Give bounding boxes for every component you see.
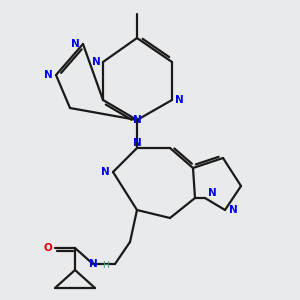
Text: N: N bbox=[92, 57, 100, 67]
Text: N: N bbox=[133, 115, 141, 125]
Text: H: H bbox=[102, 260, 109, 269]
Text: N: N bbox=[133, 138, 141, 148]
Text: N: N bbox=[208, 188, 216, 198]
Text: N: N bbox=[44, 70, 52, 80]
Text: N: N bbox=[175, 95, 183, 105]
Text: N: N bbox=[70, 39, 80, 49]
Text: N: N bbox=[100, 167, 109, 177]
Text: N: N bbox=[88, 259, 98, 269]
Text: N: N bbox=[229, 205, 237, 215]
Text: O: O bbox=[44, 243, 52, 253]
